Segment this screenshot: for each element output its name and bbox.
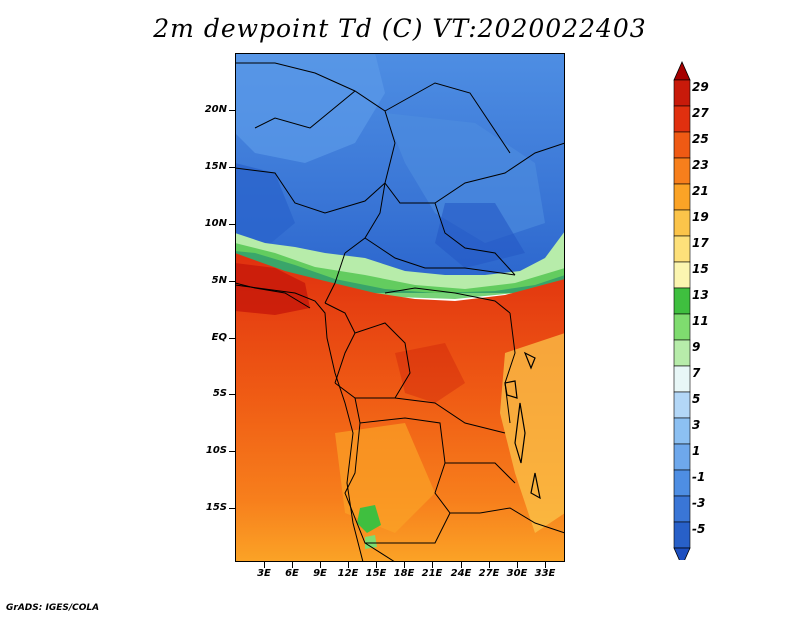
colorbar-bottom-arrow <box>673 547 691 560</box>
colorbar-label-23: 23 <box>692 158 709 172</box>
very-moist-patch <box>395 343 465 403</box>
highland-patch <box>335 423 435 533</box>
colorbar-segment <box>673 443 691 471</box>
lon-label-33e: 33E <box>534 568 556 579</box>
colorbar-label-21: 21 <box>692 184 709 198</box>
moist-region <box>235 253 565 562</box>
lon-label-21e: 21E <box>421 568 443 579</box>
colorbar-label-17: 17 <box>692 236 709 250</box>
lon-label-6e: 6E <box>285 568 299 579</box>
lon-label-12e: 12E <box>337 568 359 579</box>
colorbar-segment <box>673 313 691 341</box>
lat-label-10s: 10S <box>205 445 227 456</box>
lat-label-15n: 15N <box>204 161 227 172</box>
colorbar <box>673 61 691 560</box>
colorbar-label-3: 3 <box>692 418 701 432</box>
colorbar-label-5: 5 <box>692 392 701 406</box>
transition-band <box>235 243 565 299</box>
colorbar-segment <box>673 209 691 237</box>
dark-blue-patch <box>435 203 525 268</box>
lat-label-5n: 5N <box>211 275 227 286</box>
colorbar-segment <box>673 495 691 523</box>
colorbar-segment <box>673 287 691 315</box>
colorbar-label-11: 11 <box>692 314 709 328</box>
great-lakes <box>504 351 541 500</box>
colorbar-segment <box>673 157 691 185</box>
lon-label-3e: 3E <box>257 568 271 579</box>
lon-label-24e: 24E <box>450 568 472 579</box>
map-title: 2m dewpoint Td (C) VT:2020022403 <box>153 14 647 43</box>
dry-pocket <box>365 535 377 549</box>
colorbar-label-7: 7 <box>692 366 701 380</box>
highland-patch <box>500 333 565 533</box>
colorbar-segment <box>673 79 691 107</box>
light-blue-patch <box>235 53 385 163</box>
coastline <box>235 284 364 562</box>
colorbar-label-1: 1 <box>692 444 701 458</box>
colorbar-label-25: 25 <box>692 132 709 146</box>
colorbar-label-19: 19 <box>692 210 709 224</box>
lat-label-15s: 15S <box>205 502 227 513</box>
footer-credit: GrADS: IGES/COLA <box>6 603 100 613</box>
very-moist-patch <box>235 263 310 315</box>
lat-label-20n: 20N <box>204 104 227 115</box>
colorbar-segment <box>673 469 691 497</box>
colorbar-label-minus1: -1 <box>692 470 706 484</box>
lon-label-18e: 18E <box>393 568 415 579</box>
lon-label-27e: 27E <box>478 568 500 579</box>
dark-blue-patch <box>235 163 295 248</box>
colorbar-label-13: 13 <box>692 288 709 302</box>
map-frame <box>235 53 565 562</box>
colorbar-segment <box>673 339 691 367</box>
colorbar-segment <box>673 365 691 393</box>
colorbar-segment <box>673 261 691 289</box>
colorbar-segment <box>673 131 691 159</box>
lat-label-eq: EQ <box>211 332 227 343</box>
colorbar-segment <box>673 183 691 211</box>
colorbar-segment <box>673 235 691 263</box>
colorbar-label-29: 29 <box>692 80 709 94</box>
lon-label-15e: 15E <box>365 568 387 579</box>
colorbar-label-27: 27 <box>692 106 709 120</box>
lat-label-5s: 5S <box>212 388 227 399</box>
colorbar-label-9: 9 <box>692 340 701 354</box>
transition-band <box>235 231 565 293</box>
dewpoint-map <box>235 53 565 562</box>
colorbar-label-minus3: -3 <box>692 496 706 510</box>
colorbar-segment <box>673 391 691 419</box>
colorbar-label-minus5: -5 <box>692 522 706 536</box>
colorbar-segment <box>673 105 691 133</box>
lon-label-30e: 30E <box>506 568 528 579</box>
lon-label-9e: 9E <box>313 568 327 579</box>
lat-label-10n: 10N <box>204 218 227 229</box>
colorbar-top-arrow <box>673 61 691 81</box>
dry-pocket <box>357 505 381 533</box>
colorbar-label-15: 15 <box>692 262 709 276</box>
colorbar-segment <box>673 417 691 445</box>
colorbar-segment <box>673 521 691 549</box>
country-borders <box>235 62 565 562</box>
